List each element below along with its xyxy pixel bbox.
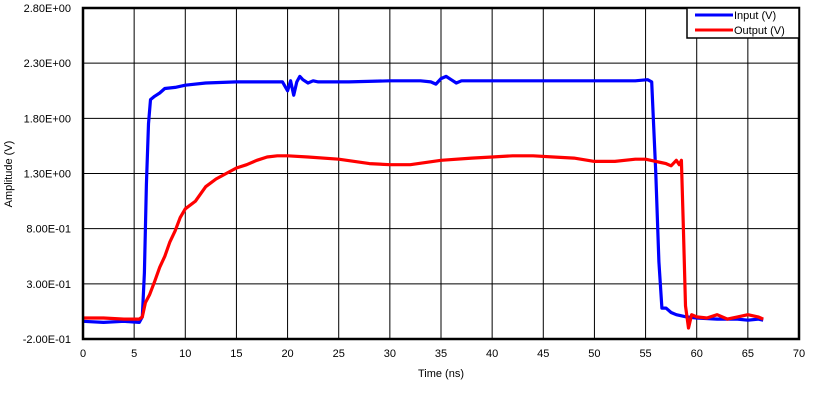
y-tick-label: 1.80E+00 [24,113,71,125]
y-tick-label: 3.00E-01 [26,279,71,291]
x-tick-label: 45 [537,348,549,360]
x-tick-label: 10 [179,348,191,360]
x-tick-label: 60 [691,348,703,360]
grid-lines [83,8,799,339]
y-tick-label: 8.00E-01 [26,224,71,236]
x-tick-label: 65 [742,348,754,360]
y-axis-label: Amplitude (V) [3,141,15,208]
legend-label-output: Output (V) [734,25,785,37]
x-tick-label: 25 [333,348,345,360]
data-series [82,74,764,330]
x-tick-label: 20 [281,348,293,360]
x-tick-label: 15 [230,348,242,360]
x-axis-label: Time (ns) [418,368,464,380]
x-tick-label: 35 [435,348,447,360]
y-tick-label: 2.30E+00 [24,58,71,70]
x-tick-label: 0 [80,348,86,360]
legend-label-input: Input (V) [734,10,776,22]
plot-frame [81,6,801,341]
x-tick-label: 70 [793,348,805,360]
x-tick-label: 40 [486,348,498,360]
series-line-output [83,154,764,330]
y-tick-label: 1.30E+00 [24,169,71,181]
x-tick-label: 50 [588,348,600,360]
y-tick-label: 2.80E+00 [24,3,71,15]
x-axis-ticks: 0 5 10 15 20 25 30 35 40 45 50 55 60 65 70 [80,348,805,360]
x-tick-label: 30 [384,348,396,360]
y-tick-label: -2.00E-01 [23,334,71,346]
x-tick-label: 5 [131,348,137,360]
series-line-input [82,74,764,324]
y-axis-ticks: 2.80E+00 2.30E+00 1.80E+00 1.30E+00 8.00E-01… [23,3,71,346]
legend-box [686,7,800,39]
legend: Input (V) Output (V) [686,7,800,39]
x-tick-label: 55 [639,348,651,360]
